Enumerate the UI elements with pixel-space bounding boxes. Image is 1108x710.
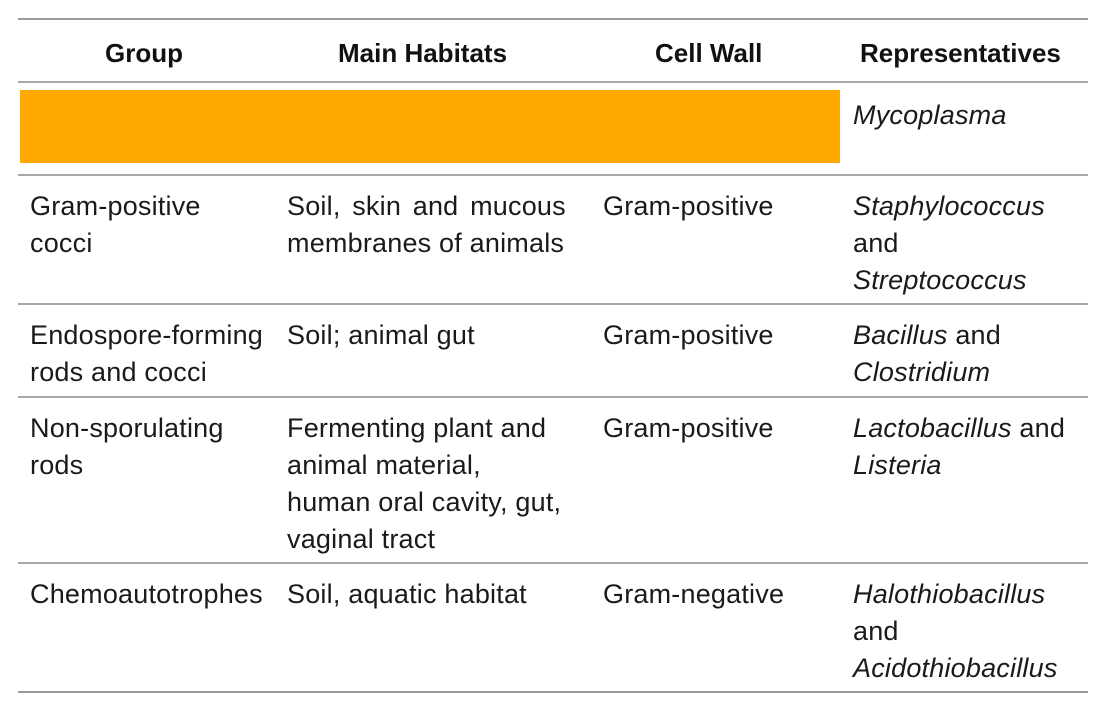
cell-wall: Gram-positive xyxy=(603,413,774,443)
cell-line: Lactobacillus and xyxy=(853,410,1065,447)
genus-name: Lactobacillus xyxy=(853,413,1012,443)
cell-group: Non-sporulating rods xyxy=(30,410,224,484)
cell-line: Listeria xyxy=(853,450,942,480)
cell-representatives: Staphylococcus and Streptococcus xyxy=(853,188,1045,299)
cell-representatives: Lactobacillus and Listeria xyxy=(853,410,1065,484)
cell-line: Staphylococcus xyxy=(853,191,1045,221)
cell-line: Halothiobacillus xyxy=(853,579,1046,609)
cell-line: animal material, xyxy=(287,450,481,480)
cell-line: Gram-positive xyxy=(30,191,201,221)
cell-line: human oral cavity, gut, xyxy=(287,487,562,517)
conjunction: and xyxy=(1019,413,1066,443)
highlight-bar xyxy=(20,90,840,163)
genus-name: Bacillus xyxy=(853,320,948,350)
header-representatives: Representatives xyxy=(860,38,1061,68)
header-group: Group xyxy=(105,38,183,68)
cell-line: Clostridium xyxy=(853,357,991,387)
cell-line: rods xyxy=(30,450,84,480)
conjunction: and xyxy=(955,320,1001,350)
cell-group: Gram-positive cocci xyxy=(30,188,201,262)
cell-group: Endospore-forming rods and cocci xyxy=(30,317,263,391)
cell-line: Streptococcus xyxy=(853,265,1027,295)
table-bottom-rule xyxy=(18,691,1088,693)
cell-line: Soil, skin and mucous xyxy=(287,191,566,221)
cell-line: and xyxy=(853,616,899,646)
cell-wall: Gram-positive xyxy=(603,191,774,221)
cell-representatives: Halothiobacillus and Acidothiobacillus xyxy=(853,576,1058,687)
cell-habitats: Soil; animal gut xyxy=(287,320,475,350)
header-main-habitats: Main Habitats xyxy=(338,38,508,68)
cell-wall: Gram-positive xyxy=(603,320,774,350)
table-top-rule xyxy=(18,18,1088,20)
row-rule xyxy=(18,174,1088,176)
cell-line: Acidothiobacillus xyxy=(853,653,1058,683)
row-rule xyxy=(18,396,1088,398)
row-rule xyxy=(18,303,1088,305)
cell-representative: Mycoplasma xyxy=(853,100,1007,130)
cell-line: and xyxy=(853,228,899,258)
cell-habitats: Fermenting plant and animal material, hu… xyxy=(287,410,561,558)
cell-line: membranes of animals xyxy=(287,228,565,258)
cell-line: Non-sporulating xyxy=(30,413,224,443)
cell-line: rods and cocci xyxy=(30,357,207,387)
header-rule xyxy=(18,81,1088,83)
header-cell-wall: Cell Wall xyxy=(655,38,763,68)
cell-habitats: Soil, skin and mucous membranes of anima… xyxy=(287,188,566,262)
cell-group: Chemoautotrophes xyxy=(30,579,263,609)
cell-habitats: Soil, aquatic habitat xyxy=(287,579,527,609)
cell-line: Fermenting plant and xyxy=(287,413,547,443)
cell-line: vaginal tract xyxy=(287,524,436,554)
row-rule xyxy=(18,562,1088,564)
cell-line: Endospore-forming xyxy=(30,320,264,350)
cell-line: Bacillus and xyxy=(853,317,1001,354)
cell-line: cocci xyxy=(30,228,93,258)
cell-wall: Gram-negative xyxy=(603,579,785,609)
cell-representatives: Bacillus and Clostridium xyxy=(853,317,1001,391)
